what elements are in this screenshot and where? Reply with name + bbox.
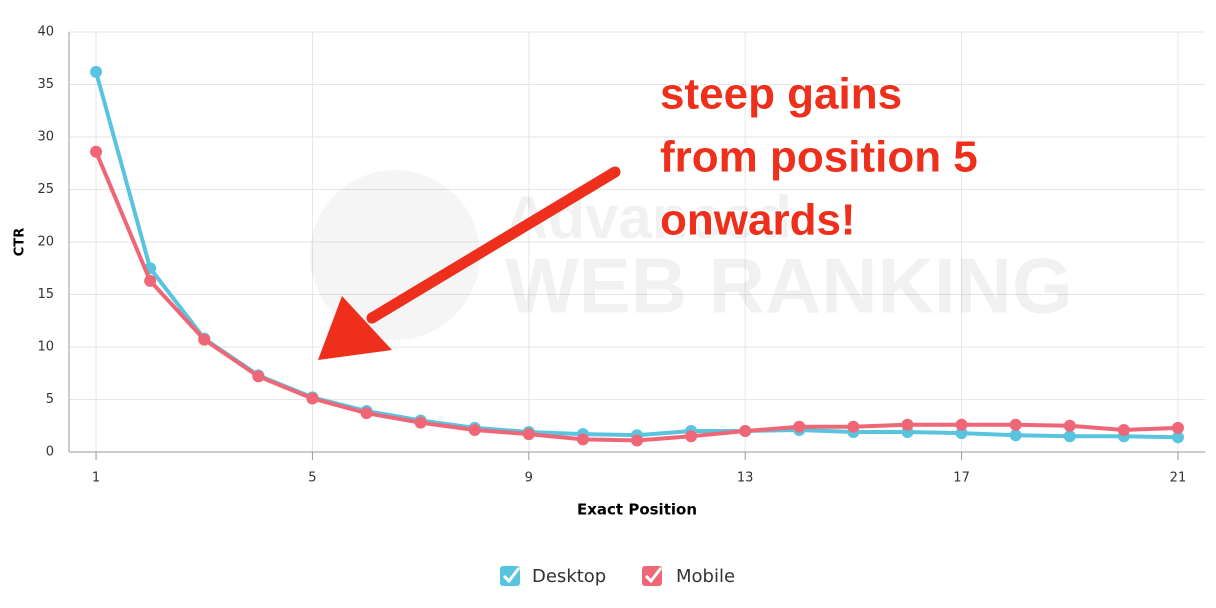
y-tick-label: 5 [46, 392, 54, 407]
arrow-head [318, 296, 392, 360]
data-point [306, 392, 319, 405]
x-tick-label: 5 [308, 471, 316, 486]
y-tick-label: 0 [46, 445, 54, 460]
annotation-line: from position 5 [660, 133, 978, 182]
y-tick-label: 15 [37, 287, 54, 302]
y-tick-label: 30 [37, 130, 54, 145]
data-point [576, 433, 589, 446]
data-point [1063, 419, 1076, 432]
data-point [739, 425, 752, 437]
watermark-globe [310, 170, 480, 340]
annotation-line: onwards! [660, 196, 856, 245]
legend-check [644, 567, 663, 584]
data-point [1009, 429, 1022, 442]
data-point [901, 418, 914, 431]
data-point [414, 416, 427, 429]
data-point [1171, 431, 1184, 444]
y-tick-label: 10 [37, 340, 54, 355]
arrow-shaft [366, 166, 621, 324]
annotation-line: steep gains [660, 70, 902, 119]
legend-check [502, 567, 521, 584]
y-tick-label: 25 [37, 182, 54, 197]
data-point [198, 333, 211, 346]
legend-label[interactable]: Desktop [532, 566, 606, 587]
watermark: WEB RANKING [505, 242, 1073, 330]
data-point [631, 434, 643, 447]
legend-label[interactable]: Mobile [676, 566, 735, 587]
data-point [955, 427, 968, 440]
data-point [252, 370, 265, 383]
data-point [955, 418, 968, 431]
x-tick-label: 13 [737, 471, 754, 486]
data-point [793, 420, 806, 433]
x-tick-label: 17 [953, 471, 970, 486]
x-axis-label: Exact Position [577, 501, 697, 519]
x-tick-label: 9 [525, 471, 533, 486]
data-point [1171, 421, 1184, 434]
y-tick-label: 20 [37, 235, 54, 250]
data-point [360, 407, 373, 420]
data-point [468, 423, 481, 436]
y-tick-label: 40 [37, 25, 54, 40]
data-point [685, 430, 698, 443]
data-point [847, 420, 860, 433]
data-point [144, 274, 157, 287]
annotation: steep gains from position 5 onwards! [659, 68, 980, 246]
watermark: Advanced [505, 184, 792, 251]
data-point [90, 65, 103, 78]
data-point [1009, 418, 1022, 431]
data-point [90, 145, 103, 158]
x-tick-label: 1 [92, 471, 100, 486]
data-point [522, 428, 535, 441]
arrow [318, 166, 621, 360]
y-tick-label: 35 [37, 77, 54, 92]
data-point [1063, 430, 1076, 443]
data-point [1117, 423, 1130, 436]
legend: Desktop Mobile [500, 566, 735, 587]
y-axis-label: CTR [13, 228, 28, 256]
x-tick-label: 21 [1170, 471, 1187, 486]
